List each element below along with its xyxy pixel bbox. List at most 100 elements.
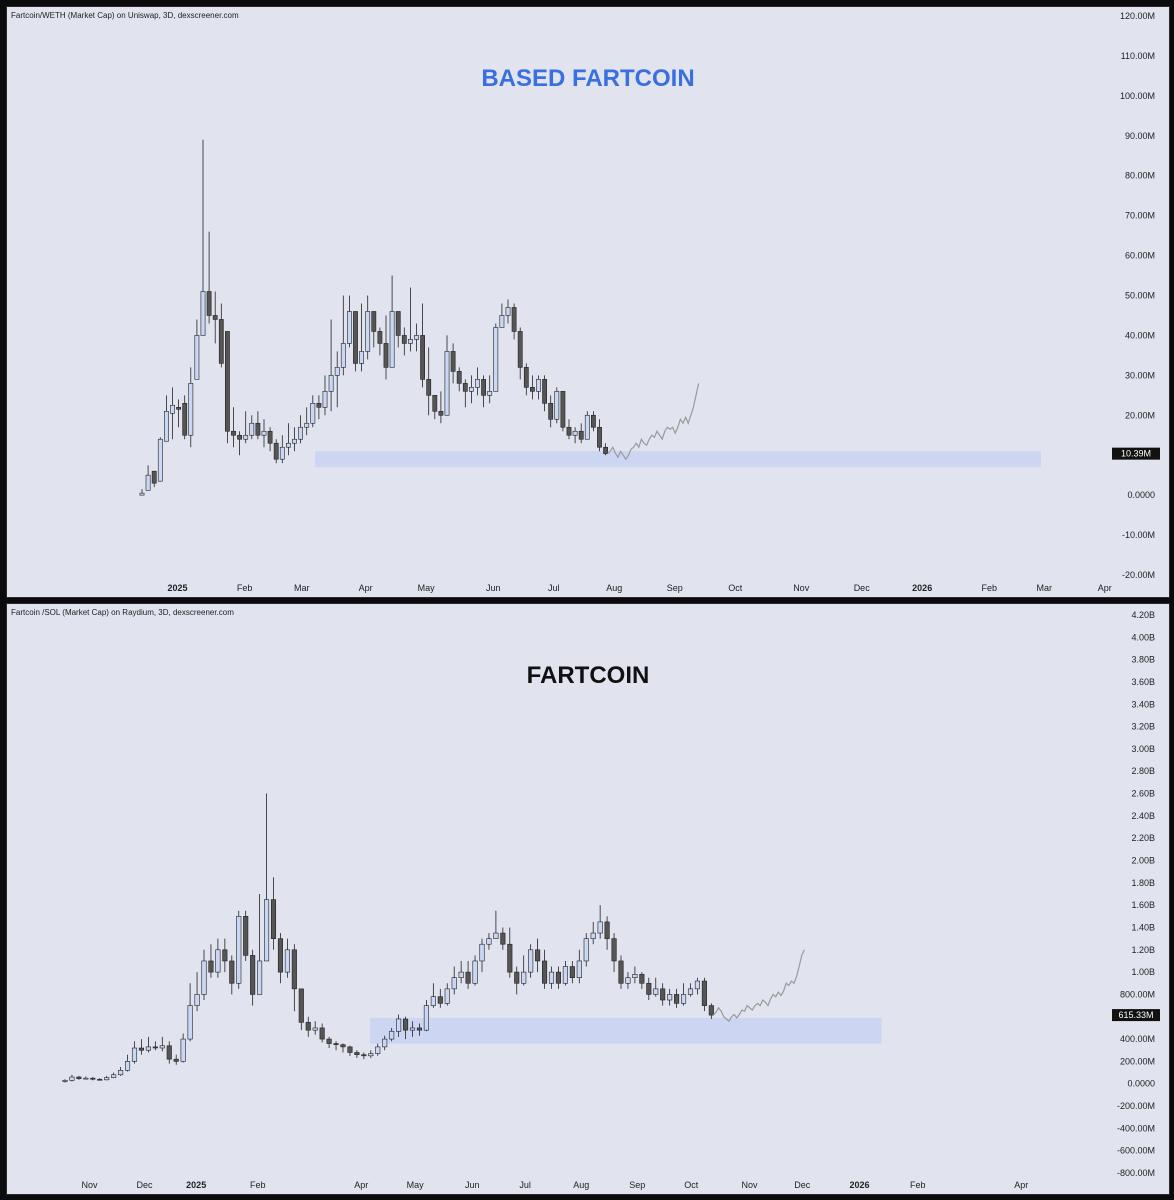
candle-body-up — [312, 1027, 318, 1031]
candle-body-down — [340, 1044, 346, 1048]
candle-body-down — [222, 949, 228, 962]
candle — [104, 1075, 110, 1081]
candle-body-down — [353, 311, 358, 364]
chart-canvas[interactable]: 120.00M 110.00M 100.00M 90.00M 80.00M 70.00M 6… — [7, 7, 1169, 597]
y-tick-label: 90.00M — [1125, 131, 1155, 141]
candle — [472, 955, 478, 986]
candle-body-up — [328, 375, 334, 392]
candle — [229, 955, 235, 995]
chart-panel-fartcoin: Fartcoin /SOL (Market Cap) on Raydium, 3… — [6, 603, 1170, 1195]
candle-body-up — [157, 438, 163, 482]
candle-body-up — [521, 971, 527, 984]
candle-body-down — [507, 943, 513, 973]
candle-body-up — [145, 474, 151, 491]
candle-body-down — [560, 391, 566, 428]
candle-body-down — [206, 291, 212, 316]
candle — [187, 983, 193, 1042]
candle — [584, 411, 590, 440]
candle — [222, 938, 228, 973]
candle — [566, 419, 572, 440]
candle — [560, 391, 566, 432]
candle — [206, 231, 212, 324]
candle — [145, 1036, 151, 1053]
x-tick-label: Apr — [1098, 583, 1112, 593]
chart-canvas[interactable]: 4.20B 4.00B 3.80B 3.60B 3.40B 3.20B 3.00B 2.80B… — [7, 604, 1169, 1194]
candle — [444, 983, 450, 1006]
candle — [426, 347, 432, 416]
candle — [625, 972, 631, 989]
candle-body-down — [420, 335, 425, 380]
candle-body-up — [667, 994, 673, 1001]
candle — [597, 905, 603, 939]
candle-body-up — [493, 327, 499, 392]
candle-body-up — [597, 921, 603, 934]
candle — [194, 319, 200, 380]
candle — [176, 399, 181, 428]
candle — [451, 966, 457, 995]
candle — [170, 387, 175, 440]
candle-body-down — [432, 395, 438, 412]
candle-body-down — [212, 315, 218, 320]
candle-body-down — [416, 1027, 423, 1031]
x-tick-label: Apr — [354, 1180, 368, 1190]
candle-body-up — [104, 1077, 110, 1081]
x-tick-label: 2025 — [167, 583, 187, 593]
candle — [493, 323, 499, 392]
x-tick-label: Dec — [854, 583, 871, 593]
candle — [365, 295, 371, 360]
candle — [383, 315, 389, 380]
y-tick-label: 100.00M — [1120, 91, 1155, 101]
candle-body-down — [152, 1046, 158, 1049]
candle — [340, 1043, 346, 1053]
candle — [354, 1050, 360, 1059]
candle — [444, 335, 450, 416]
candle-body-up — [396, 1018, 402, 1032]
candle — [243, 910, 249, 961]
candle — [333, 1041, 339, 1051]
candle — [279, 435, 285, 464]
candle-body-up — [304, 422, 310, 428]
candle-body-up — [279, 446, 285, 460]
candle — [298, 415, 303, 444]
candle-body-down — [395, 311, 401, 336]
y-tick-label: 3.40B — [1131, 699, 1155, 709]
candle-body-down — [426, 379, 432, 396]
candle-body-up — [170, 405, 175, 414]
candle — [353, 311, 358, 372]
x-tick-label: Jul — [548, 583, 560, 593]
candle-body-down — [231, 430, 236, 436]
candle — [97, 1078, 103, 1081]
candle-body-down — [291, 949, 297, 990]
candle — [377, 327, 383, 356]
candle-body-up — [261, 430, 267, 436]
candle-body-down — [604, 921, 610, 939]
candle-body-up — [694, 980, 701, 990]
y-tick-label: 1.80B — [1131, 878, 1155, 888]
candle-body-up — [194, 994, 200, 1006]
candle-body-down — [255, 422, 261, 436]
chart-source-label: Fartcoin/WETH (Market Cap) on Uniswap, 3… — [11, 11, 239, 20]
x-tick-label: Nov — [81, 1180, 98, 1190]
candle-body-down — [229, 960, 235, 984]
candle-body-down — [462, 383, 468, 392]
candle-body-up — [444, 988, 450, 1004]
candle — [164, 395, 169, 442]
candle — [554, 387, 560, 424]
y-tick-label: 4.00B — [1131, 632, 1155, 642]
candle — [667, 988, 673, 1006]
candle — [334, 351, 340, 408]
candle-body-down — [208, 960, 214, 973]
candle-body-up — [451, 977, 457, 990]
candle-body-up — [131, 1047, 138, 1062]
candle — [236, 910, 242, 989]
x-tick-label: Dec — [794, 1180, 811, 1190]
candle — [319, 1023, 325, 1043]
candle — [83, 1076, 89, 1080]
candle-body-down — [597, 426, 602, 448]
candle-body-up — [139, 492, 145, 496]
candle-body-up — [554, 391, 560, 420]
y-tick-label: 70.00M — [1125, 211, 1155, 221]
candle-body-down — [273, 442, 279, 460]
candle-body-down — [151, 470, 157, 484]
candle — [316, 395, 322, 420]
